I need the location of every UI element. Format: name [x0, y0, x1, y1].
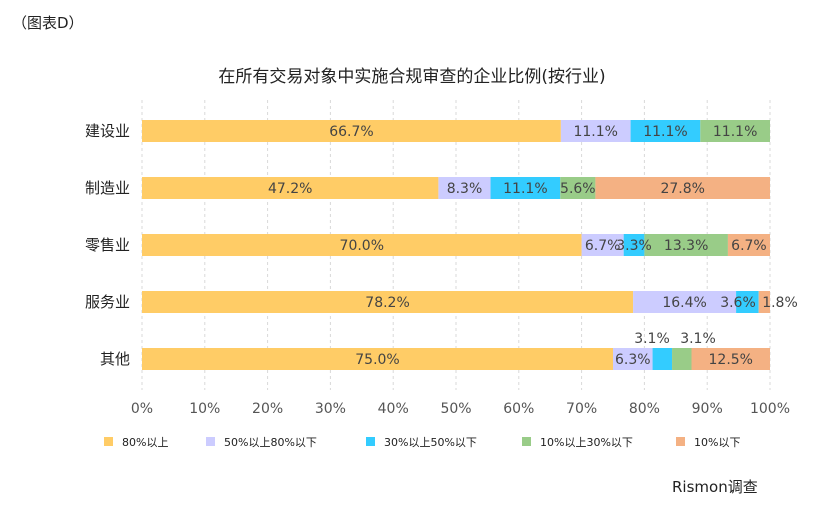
bar-segment [142, 177, 439, 199]
data-label: 8.3% [447, 181, 483, 197]
data-label: 70.0% [340, 238, 384, 254]
category-label: 服务业 [85, 293, 130, 311]
bar-segment [652, 348, 673, 370]
bar-segment [691, 348, 770, 370]
legend-swatch [104, 437, 113, 446]
x-tick-label: 70% [566, 401, 597, 417]
bar-segment [644, 234, 728, 256]
data-label: 11.1% [713, 124, 757, 140]
bar-segment [438, 177, 491, 199]
data-label: 3.1% [634, 331, 670, 347]
legend-label: 10%以下 [694, 436, 740, 449]
chart-title: 在所有交易对象中实施合规审查的企业比例(按行业) [218, 67, 606, 87]
data-label: 3.3% [616, 238, 652, 254]
x-tick-label: 90% [692, 401, 723, 417]
data-label: 47.2% [268, 181, 312, 197]
bar-segment [560, 177, 596, 199]
category-label: 零售业 [85, 236, 130, 254]
data-label: 3.1% [680, 331, 716, 347]
bar-segment [142, 234, 582, 256]
data-label: 5.6% [560, 181, 596, 197]
data-label: 78.2% [365, 295, 409, 311]
bar-segment [142, 348, 613, 370]
legend-label: 10%以上30%以下 [540, 436, 633, 449]
data-label: 6.3% [615, 352, 651, 368]
x-tick-label: 0% [131, 401, 153, 417]
x-tick-label: 60% [503, 401, 534, 417]
bar-segment [613, 348, 653, 370]
bar-segment [727, 234, 770, 256]
data-label: 11.1% [573, 124, 617, 140]
data-label: 11.1% [503, 181, 547, 197]
data-label: 16.4% [662, 295, 706, 311]
category-label: 建设业 [85, 122, 130, 140]
legend-swatch [522, 437, 531, 446]
bar-segment [672, 348, 692, 370]
legend-label: 30%以上50%以下 [384, 436, 477, 449]
bar-segment [700, 120, 770, 142]
x-tick-label: 10% [189, 401, 220, 417]
legend-label: 50%以上80%以下 [224, 436, 317, 449]
legend-label: 80%以上 [122, 436, 168, 449]
legend-swatch [206, 437, 215, 446]
data-label: 6.7% [585, 238, 621, 254]
data-label: 6.7% [731, 238, 767, 254]
bar-segment [623, 234, 645, 256]
legend-swatch [366, 437, 375, 446]
data-label: 27.8% [660, 181, 704, 197]
data-label: 3.6% [720, 295, 756, 311]
bar-segment [142, 120, 561, 142]
bar-segment [736, 291, 759, 313]
figure-label: （图表D） [12, 14, 84, 32]
x-tick-label: 100% [750, 401, 790, 417]
data-label: 75.0% [355, 352, 399, 368]
data-label: 13.3% [664, 238, 708, 254]
bar-segment [630, 120, 701, 142]
bar-segment [560, 120, 631, 142]
data-label: 12.5% [709, 352, 753, 368]
category-label: 其他 [100, 350, 130, 368]
bar-segment [758, 291, 770, 313]
bar-segment [633, 291, 737, 313]
data-label: 1.8% [762, 295, 798, 311]
bar-segment [490, 177, 561, 199]
legend-swatch [676, 437, 685, 446]
x-tick-label: 80% [629, 401, 660, 417]
x-tick-label: 40% [378, 401, 409, 417]
bar-segment [581, 234, 624, 256]
x-tick-label: 30% [315, 401, 346, 417]
x-tick-label: 50% [440, 401, 471, 417]
data-label: 66.7% [329, 124, 373, 140]
x-tick-label: 20% [252, 401, 283, 417]
source-note: Rismon调查 [672, 478, 758, 496]
bar-segment [142, 291, 634, 313]
bar-segment [595, 177, 770, 199]
data-label: 11.1% [643, 124, 687, 140]
category-label: 制造业 [85, 179, 130, 197]
